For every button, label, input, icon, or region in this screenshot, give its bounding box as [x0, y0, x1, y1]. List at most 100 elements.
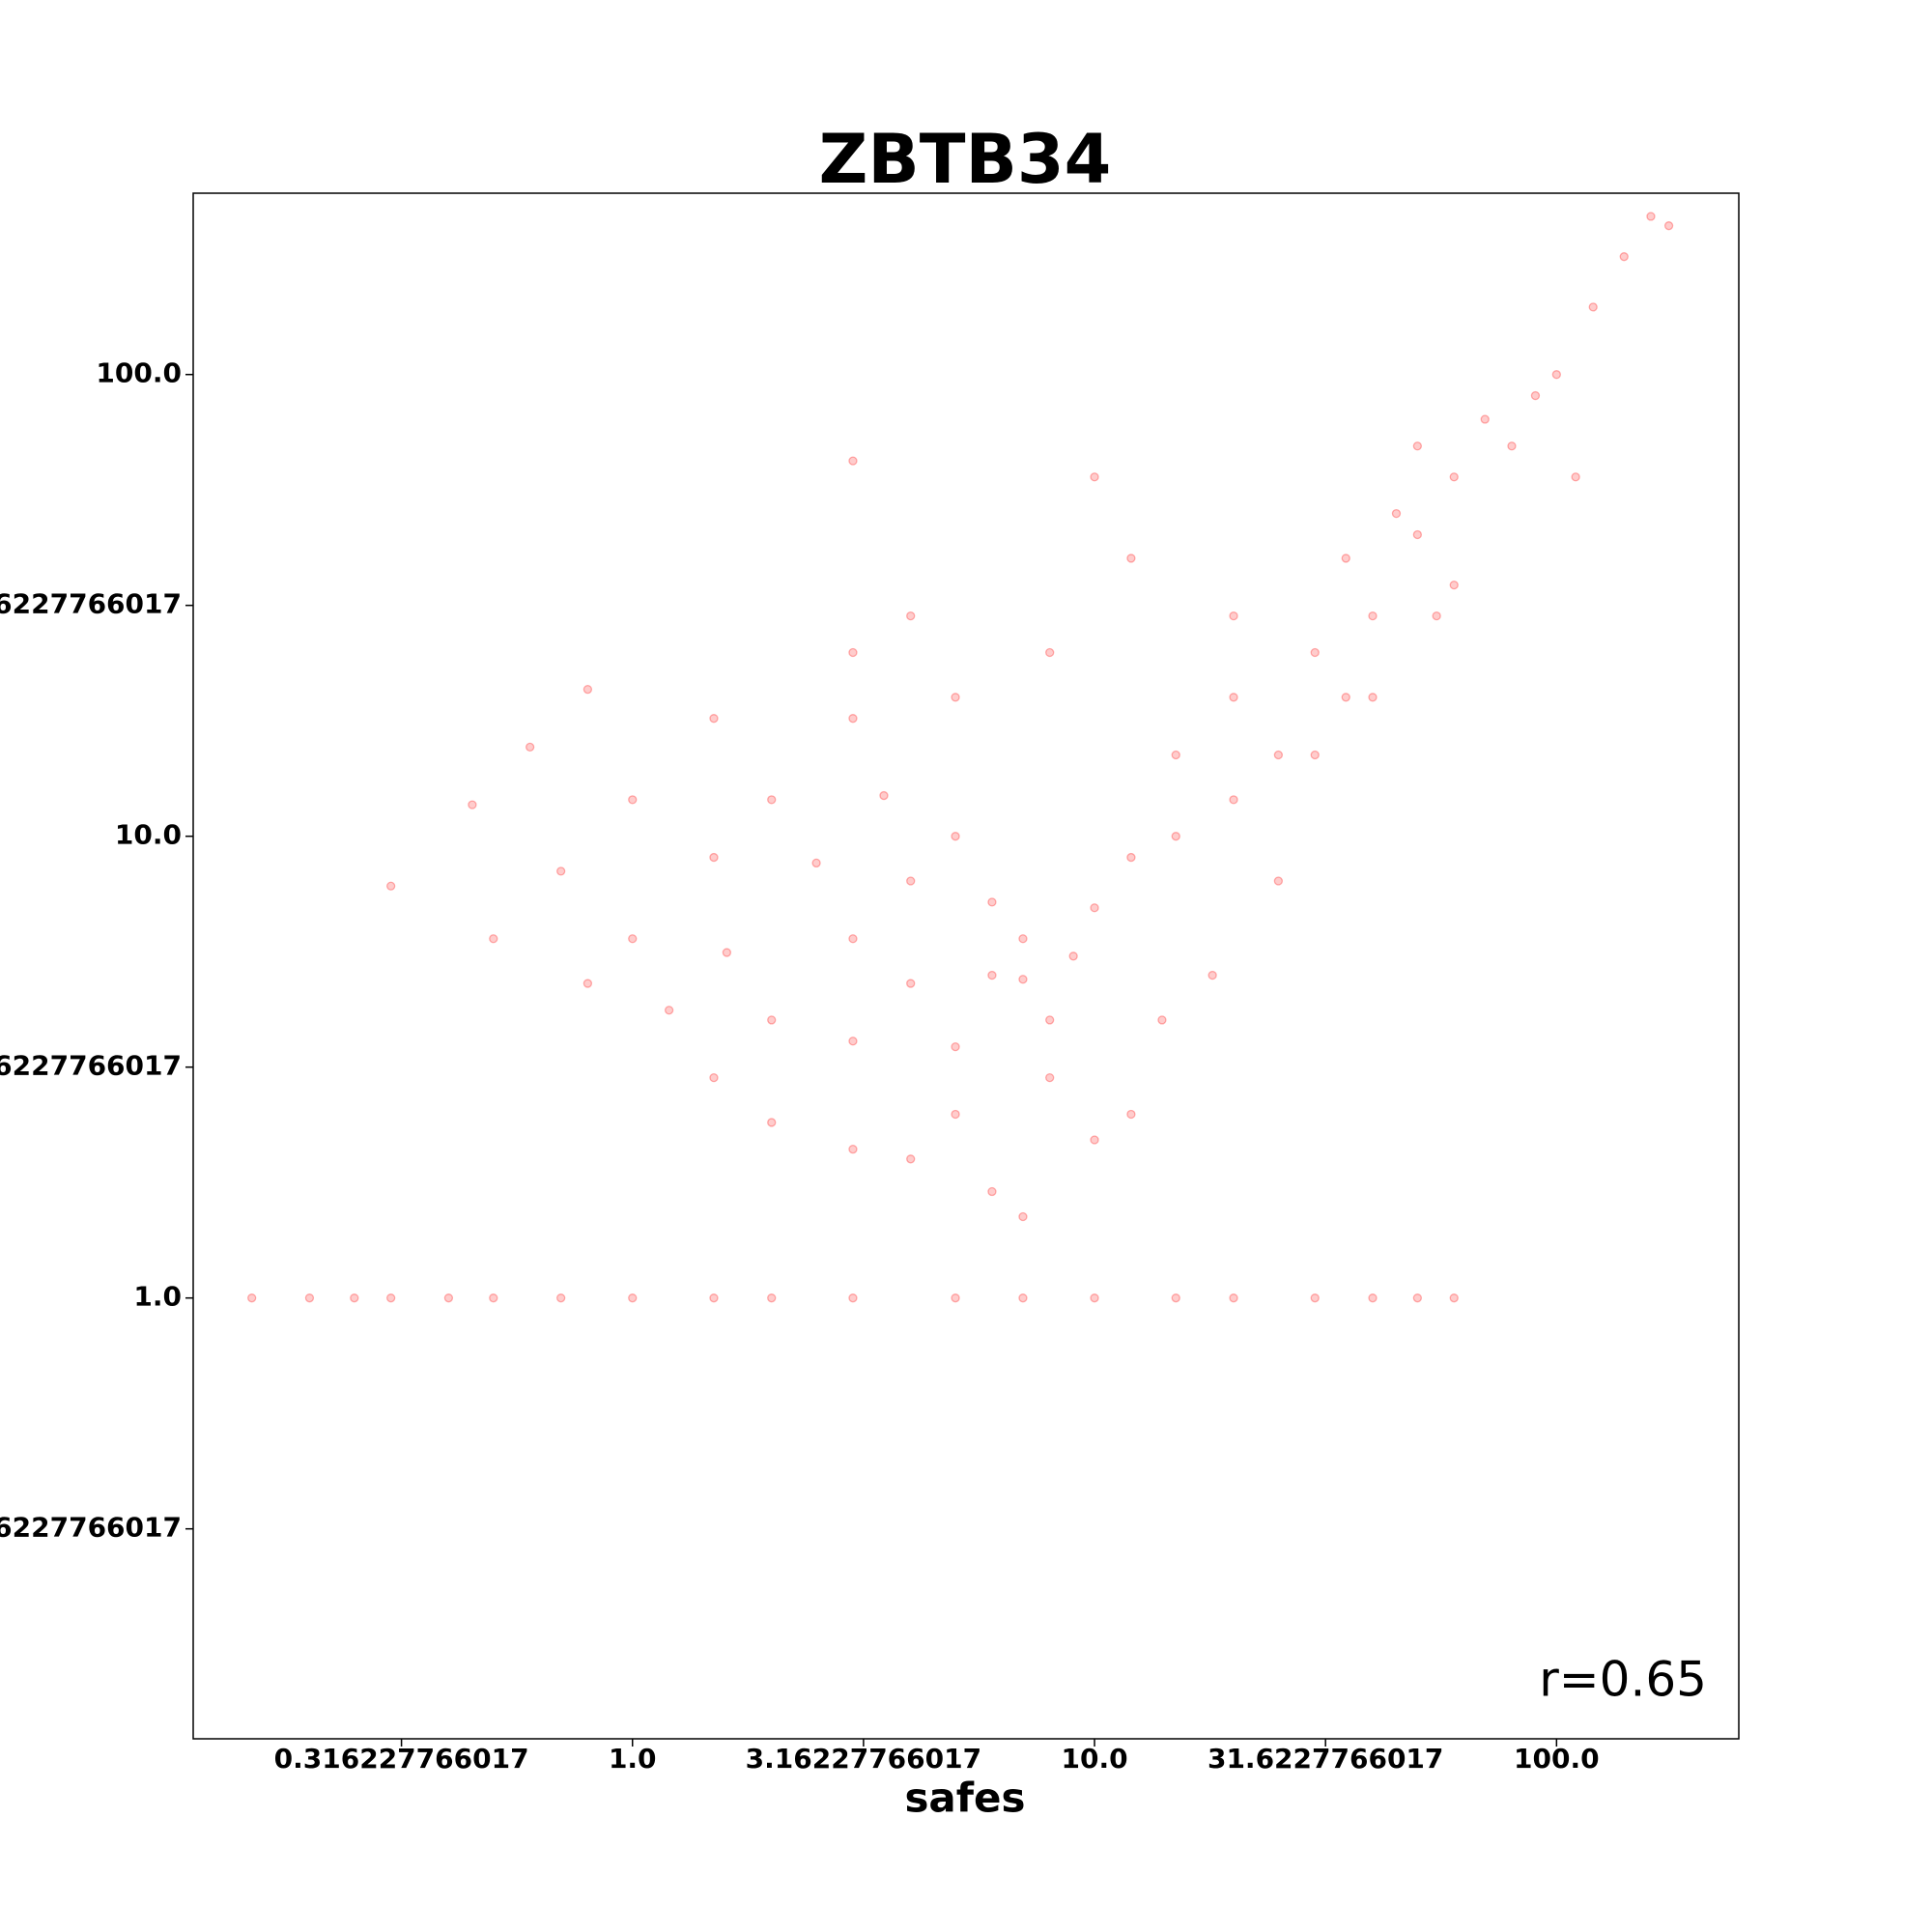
point: [1126, 1109, 1136, 1120]
point: [1449, 472, 1459, 482]
point: [1480, 414, 1490, 424]
point: [1229, 693, 1238, 702]
point: [1045, 1072, 1055, 1083]
point: [1391, 508, 1402, 519]
point: [1341, 693, 1350, 702]
point: [386, 881, 396, 891]
point: [1018, 1293, 1028, 1303]
x-axis-label: safes: [904, 1775, 1025, 1822]
point: [767, 1015, 777, 1025]
chart-title: ZBTB34: [819, 120, 1112, 199]
point: [722, 948, 732, 957]
point: [1588, 302, 1598, 312]
point: [1341, 554, 1350, 563]
point: [709, 852, 719, 863]
point: [848, 1145, 858, 1154]
x-tick-label: 100.0: [1514, 1743, 1600, 1775]
y-tick-label: 3.16227766017: [0, 1050, 182, 1082]
point: [906, 979, 916, 988]
point: [247, 1293, 257, 1303]
point: [1449, 580, 1459, 590]
points: [247, 212, 1674, 1303]
y-tick-label: 1.0: [133, 1281, 182, 1313]
point: [906, 876, 916, 886]
point: [582, 685, 593, 695]
point: [1090, 1293, 1099, 1303]
point: [1310, 647, 1320, 658]
point: [1090, 903, 1099, 913]
point: [1273, 876, 1284, 886]
point: [811, 858, 821, 868]
point: [1229, 795, 1238, 805]
point: [987, 1186, 997, 1197]
point: [709, 714, 719, 724]
point: [1449, 1293, 1459, 1303]
point: [1368, 693, 1378, 702]
point: [525, 742, 535, 753]
point: [468, 800, 477, 810]
point: [767, 795, 777, 805]
x-tick-label: 10.0: [1061, 1743, 1127, 1775]
plot-frame: [192, 192, 1740, 1740]
point: [848, 714, 858, 724]
point: [628, 934, 638, 944]
point: [443, 1293, 454, 1303]
point: [628, 1293, 638, 1303]
y-tick-label: 10.0: [115, 819, 182, 851]
point: [1507, 441, 1517, 451]
point: [951, 832, 960, 841]
y-tick-label: 0.316227766017: [0, 1512, 182, 1544]
point: [987, 897, 997, 907]
point: [951, 1109, 960, 1120]
point: [1126, 852, 1136, 863]
x-tick-label: 3.16227766017: [746, 1743, 981, 1775]
point: [1045, 647, 1055, 658]
point: [350, 1293, 359, 1303]
point: [1412, 441, 1423, 451]
x-tick-label: 31.6227766017: [1208, 1743, 1443, 1775]
point: [848, 647, 858, 658]
point: [1171, 1293, 1180, 1303]
point: [848, 934, 858, 944]
point: [489, 934, 498, 944]
point: [1368, 1293, 1378, 1303]
point: [1571, 472, 1580, 482]
point: [1126, 554, 1136, 563]
point: [848, 1293, 858, 1303]
point: [906, 1154, 916, 1164]
point: [1045, 1015, 1055, 1025]
point: [1310, 1293, 1320, 1303]
point: [386, 1293, 396, 1303]
x-tick-label: 1.0: [609, 1743, 657, 1775]
point: [1068, 952, 1078, 961]
point: [1018, 975, 1028, 984]
y-tick-label: 31.6227766017: [0, 588, 182, 620]
y-tick-label: 100.0: [96, 357, 182, 389]
point: [767, 1293, 777, 1303]
point: [1208, 970, 1217, 980]
point: [848, 1037, 858, 1046]
point: [628, 795, 638, 805]
point: [1273, 750, 1284, 760]
point: [767, 1118, 777, 1127]
point: [1090, 1135, 1099, 1145]
point: [1171, 832, 1180, 841]
point: [951, 1293, 960, 1303]
point: [1530, 390, 1541, 401]
point: [1171, 750, 1180, 760]
point: [1412, 529, 1423, 540]
point: [709, 1072, 719, 1083]
point: [1310, 750, 1320, 760]
point: [709, 1293, 719, 1303]
point: [1229, 611, 1238, 621]
annotation: r=0.65: [1539, 1652, 1707, 1708]
point: [1619, 252, 1629, 262]
point: [1018, 934, 1028, 944]
point: [556, 1293, 566, 1303]
point: [848, 456, 858, 466]
point: [1368, 611, 1378, 621]
point: [1090, 472, 1099, 482]
point: [1412, 1293, 1423, 1303]
point: [879, 790, 889, 801]
point: [489, 1293, 498, 1303]
